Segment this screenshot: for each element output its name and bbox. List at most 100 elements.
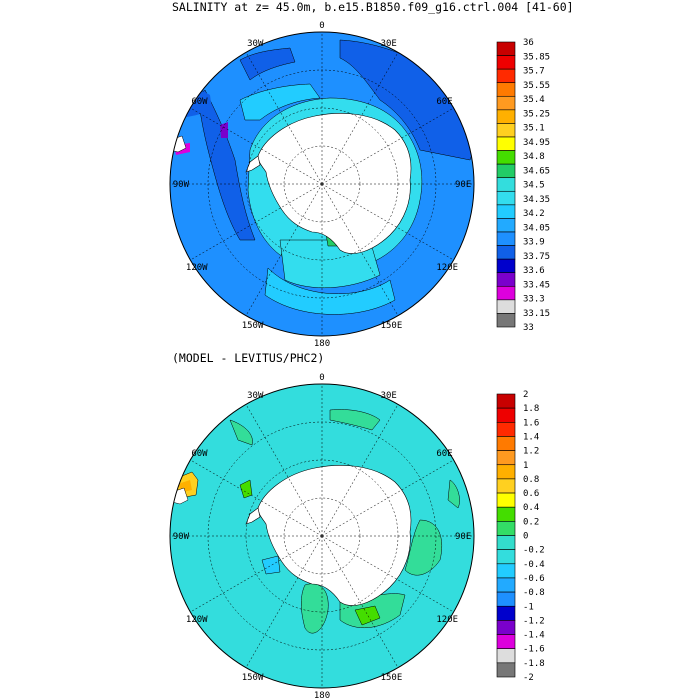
longitude-label: 180 xyxy=(314,691,330,700)
colorbar-swatch xyxy=(496,620,516,635)
colorbar-swatch xyxy=(496,136,516,151)
longitude-label: 30E xyxy=(381,39,397,49)
colorbar-tick-label: 35.4 xyxy=(523,95,545,105)
colorbar-tick-label: -0.8 xyxy=(523,588,545,598)
colorbar-swatch xyxy=(496,82,516,97)
colorbar-tick-label: 0.4 xyxy=(523,503,539,513)
colorbar-swatch xyxy=(496,163,516,179)
colorbar-tick-label: 33.15 xyxy=(523,309,550,319)
colorbar-swatch xyxy=(496,258,516,274)
colorbar-swatch xyxy=(496,563,516,579)
colorbar-swatch xyxy=(496,450,516,466)
longitude-label: 90E xyxy=(455,180,471,190)
colorbar-swatch xyxy=(496,393,516,409)
colorbar-swatch xyxy=(496,634,516,649)
colorbar-swatch xyxy=(496,605,516,621)
colorbar-swatch xyxy=(496,549,516,565)
colorbar-tick-label: 0.8 xyxy=(523,475,539,485)
colorbar-swatch xyxy=(496,123,516,138)
colorbar-tick-label: -0.2 xyxy=(523,546,545,556)
colorbar-tick-label: 35.1 xyxy=(523,124,545,134)
longitude-label: 90W xyxy=(173,532,190,542)
colorbar-tick-label: 33.45 xyxy=(523,280,550,290)
colorbar-tick-label: -0.4 xyxy=(523,560,545,570)
colorbar-swatch xyxy=(496,109,516,124)
difference-field xyxy=(170,384,474,688)
colorbar-tick-label: 35.85 xyxy=(523,52,550,62)
colorbar-tick-label: 1.2 xyxy=(523,447,539,457)
longitude-label: 0 xyxy=(319,373,324,383)
colorbar-swatch xyxy=(496,577,516,593)
colorbar-tick-label: 35.55 xyxy=(523,81,550,91)
colorbar-swatch xyxy=(496,299,516,314)
salinity-map: SALINITY at z= 45.0m, b.e15.B1850.f09_g1… xyxy=(169,0,574,349)
colorbar-tick-label: -2 xyxy=(523,673,534,683)
colorbar-tick-label: 2 xyxy=(523,390,528,400)
colorbar-tick-label: 34.5 xyxy=(523,181,545,191)
colorbar-tick-label: -1.6 xyxy=(523,645,545,655)
colorbar-tick-label: 34.35 xyxy=(523,195,550,205)
colorbar-tick-label: 36 xyxy=(523,38,534,48)
difference-map-title: (MODEL - LEVITUS/PHC2) xyxy=(172,351,324,365)
colorbar-swatch xyxy=(496,218,516,233)
colorbar-tick-label: 34.8 xyxy=(523,152,545,162)
longitude-label: 60E xyxy=(436,449,452,459)
colorbar-swatch xyxy=(496,407,516,423)
longitude-label: 60W xyxy=(191,97,208,107)
colorbar-swatch xyxy=(496,95,516,111)
colorbar-swatch xyxy=(496,68,516,84)
colorbar-tick-label: -1.4 xyxy=(523,631,545,641)
salinity-field xyxy=(170,32,474,336)
difference-longitude-labels: 0 30E 60E 90E 120E 150E 180 150W 120W 90W 60W 30W xyxy=(173,373,472,700)
colorbar-tick-label: 1.4 xyxy=(523,432,539,442)
colorbar-swatch xyxy=(496,204,516,219)
longitude-label: 120W xyxy=(186,263,208,273)
colorbar-swatch xyxy=(496,492,516,508)
colorbar-swatch xyxy=(496,478,516,494)
colorbar-tick-label: 33.6 xyxy=(523,266,545,276)
longitude-label: 150E xyxy=(381,673,403,683)
colorbar-tick-label: 34.95 xyxy=(523,138,550,148)
longitude-label: 30E xyxy=(381,391,397,401)
longitude-label: 120W xyxy=(186,615,208,625)
difference-map: (MODEL - LEVITUS/PHC2) xyxy=(169,351,545,700)
colorbar-tick-label: 33 xyxy=(523,323,534,333)
colorbar-tick-label: 33.9 xyxy=(523,238,545,248)
longitude-label: 150E xyxy=(381,321,403,331)
longitude-label: 90E xyxy=(455,532,471,542)
colorbar-swatch xyxy=(496,591,516,607)
colorbar-swatch xyxy=(496,272,516,287)
colorbar-tick-label: 35.25 xyxy=(523,109,550,119)
colorbar-tick-label: 34.2 xyxy=(523,209,545,219)
colorbar-tick-label: -1 xyxy=(523,602,534,612)
colorbar-tick-label: 0 xyxy=(523,532,528,542)
colorbar-swatch xyxy=(496,285,516,301)
colorbar-tick-label: -0.6 xyxy=(523,574,545,584)
colorbar-tick-label: -1.2 xyxy=(523,616,545,626)
colorbar-swatch xyxy=(496,313,516,328)
colorbar-swatch xyxy=(496,190,516,206)
colorbar-swatch xyxy=(496,245,516,260)
colorbar-swatch xyxy=(496,55,516,70)
colorbar-tick-label: 1.8 xyxy=(523,404,539,414)
salinity-map-boundary xyxy=(169,31,475,337)
colorbar-swatch xyxy=(496,521,516,536)
longitude-label: 30W xyxy=(247,391,264,401)
colorbar-tick-label: 34.05 xyxy=(523,223,550,233)
colorbar-tick-label: 1.6 xyxy=(523,418,539,428)
longitude-label: 120E xyxy=(436,263,458,273)
salinity-colorbar: 36 35.85 35.7 35.55 35.4 35.25 35.1 34.95 34.8 34… xyxy=(496,38,550,333)
longitude-label: 60E xyxy=(436,97,452,107)
colorbar-swatch xyxy=(496,177,516,192)
salinity-longitude-labels: 0 30E 60E 90E 120E 150E 180 150W 120W 90W 60W 30W xyxy=(173,21,472,349)
colorbar-tick-label: 1 xyxy=(523,461,528,471)
colorbar-tick-label: 33.3 xyxy=(523,295,545,305)
colorbar-swatch xyxy=(496,231,516,246)
colorbar-tick-label: -1.8 xyxy=(523,659,545,669)
longitude-label: 90W xyxy=(173,180,190,190)
colorbar-tick-label: 0.6 xyxy=(523,489,539,499)
longitude-label: 30W xyxy=(247,39,264,49)
difference-map-boundary xyxy=(169,383,475,689)
colorbar-swatch xyxy=(496,421,516,437)
